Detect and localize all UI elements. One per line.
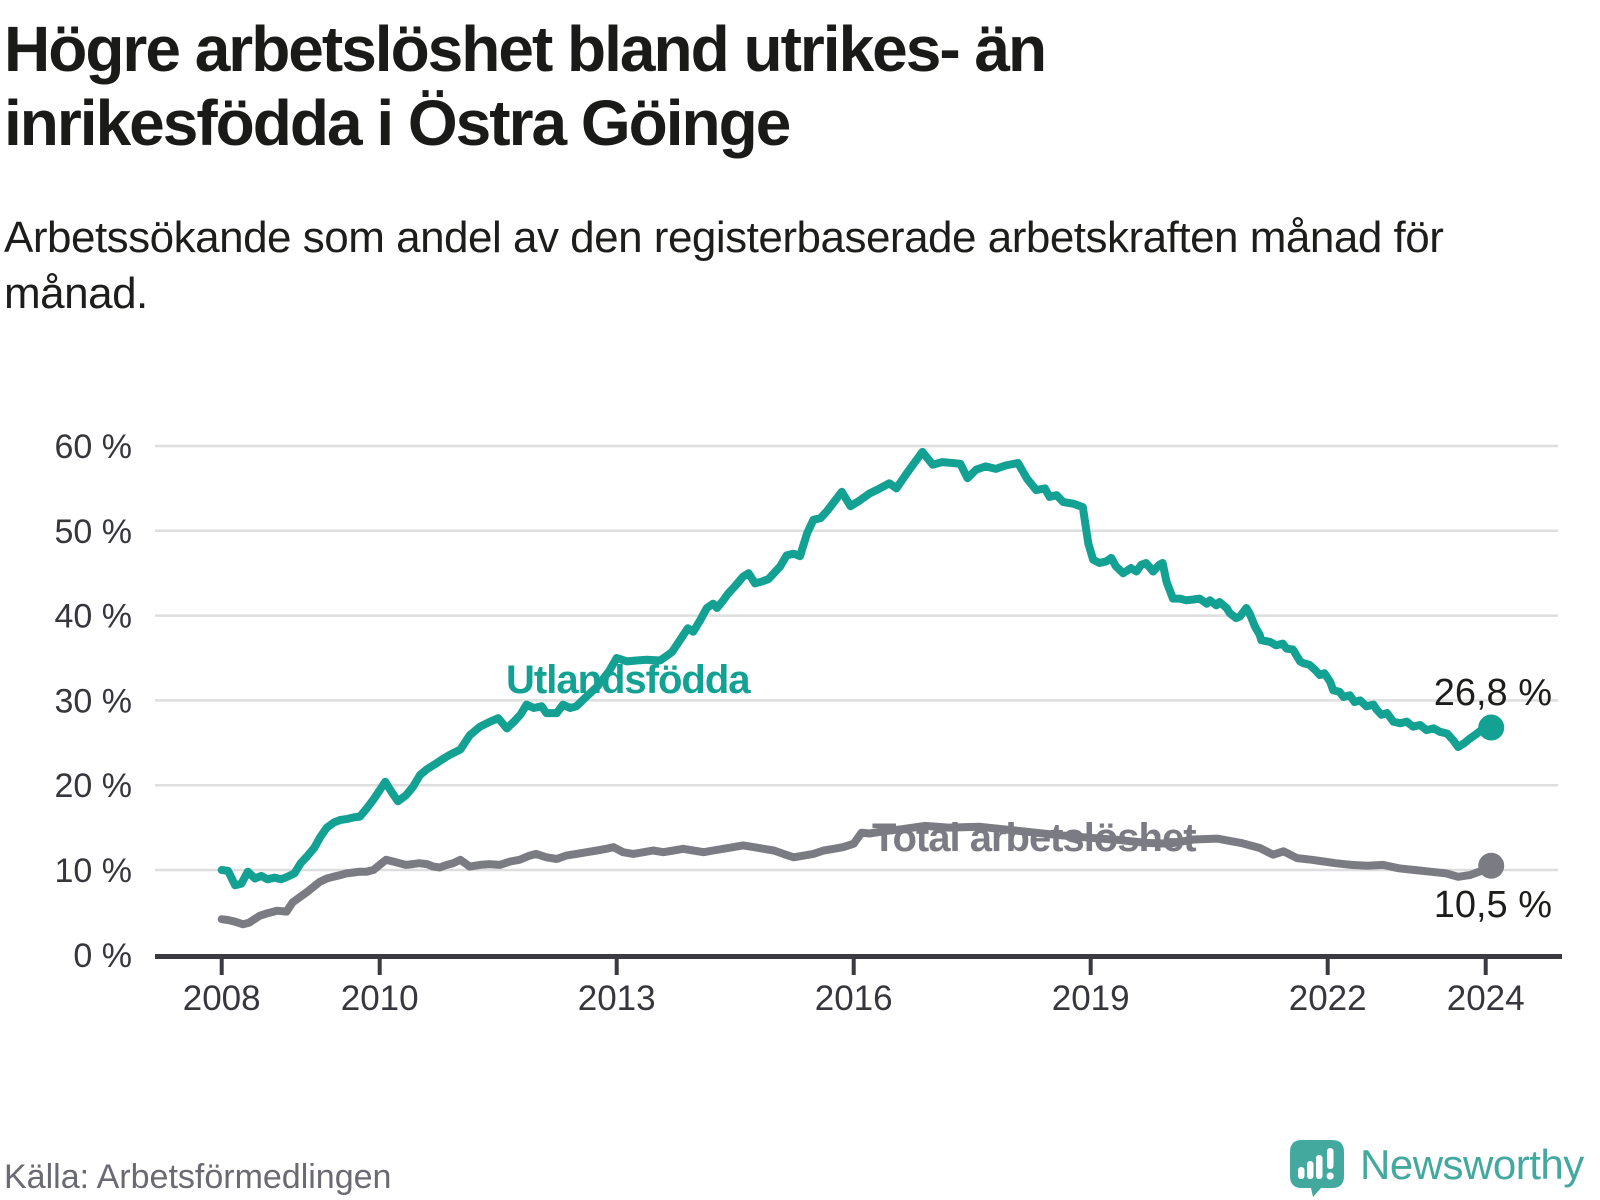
newsworthy-wordmark: Newsworthy [1360,1140,1584,1188]
newsworthy-bubble-chart-icon [1290,1140,1344,1197]
y-tick-label-50: 50 % [55,513,133,551]
series-line-utlandsf-dda [217,447,1496,890]
series-label-utlandsfodda: Utlandsfödda [506,658,751,702]
newsworthy-logo: Newsworthy [1290,1140,1584,1197]
y-tick-label-10: 10 % [55,852,133,890]
series-line-total-arbetsl-shet [217,821,1496,929]
x-tick-label-2008: 2008 [183,979,261,1018]
chart-subtitle: Arbetssökande som andel av den registerb… [4,213,1444,318]
y-tick-label-20: 20 % [55,767,133,805]
end-value-utlandsfodda: 26,8 % [1433,672,1552,714]
y-tick-label-60: 60 % [55,428,133,466]
y-tick-label-0: 0 % [73,937,132,975]
x-tick-label-2010: 2010 [341,979,419,1018]
end-value-total-arbetsloshet: 10,5 % [1433,884,1552,926]
series-label-total-arbetsloshet: Total arbetslöshet [872,816,1197,860]
x-tick-label-2019: 2019 [1052,979,1130,1018]
x-tick-label-2013: 2013 [578,979,656,1018]
chart-title: Högre arbetslöshet bland utrikes- än inr… [4,13,1047,159]
series-end-dot-total-arbetsl-shet [1478,852,1505,879]
y-tick-label-30: 30 % [55,682,133,720]
x-tick-label-2022: 2022 [1289,979,1367,1018]
x-tick-label-2024: 2024 [1447,979,1525,1018]
y-tick-label-40: 40 % [55,598,133,636]
source-note: Källa: Arbetsförmedlingen [4,1158,392,1196]
series-end-dot-utlandsf-dda [1478,714,1505,741]
x-tick-label-2016: 2016 [815,979,893,1018]
